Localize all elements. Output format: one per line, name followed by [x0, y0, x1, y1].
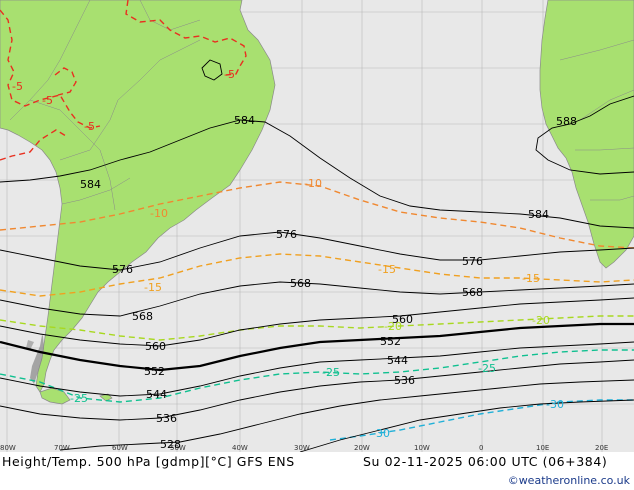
- height-contour-568: [0, 281, 634, 317]
- height-label: 584: [80, 178, 101, 191]
- temp-contour-minus10: [0, 181, 634, 249]
- andes-relief: [26, 330, 44, 384]
- temperature-labels: -5 -5 -5 -5 -10 -10 -15 -15 -15 -20 -20 …: [12, 68, 564, 440]
- height-contour-584-west: [0, 119, 634, 229]
- lon-tick: 50W: [170, 444, 186, 452]
- south-america-landmass: [0, 0, 276, 393]
- lon-tick: 10E: [536, 444, 549, 452]
- height-contour-536: [0, 359, 634, 421]
- temp-label: -25: [70, 392, 88, 405]
- height-label: 552: [144, 365, 165, 378]
- temp-label: -5: [84, 120, 95, 133]
- temp-contour-minus25: [0, 349, 634, 403]
- height-label: 584: [528, 208, 549, 221]
- height-label: 584: [234, 114, 255, 127]
- temp-label: -20: [384, 320, 402, 333]
- height-contour-576: [0, 231, 634, 271]
- temp-label: -30: [372, 427, 390, 440]
- height-contour-584-closed: [201, 59, 223, 81]
- valid-time: Su 02-11-2025 06:00 UTC (06+384): [363, 454, 608, 469]
- temp-label: -30: [546, 398, 564, 411]
- tierra-del-fuego: [39, 387, 71, 405]
- height-label: 536: [156, 412, 177, 425]
- temp-contour-minus15: [0, 253, 634, 297]
- lon-tick: 30W: [294, 444, 310, 452]
- temp-contour-minus5-c: [125, 0, 247, 76]
- height-label: 560: [145, 340, 166, 353]
- height-label: 536: [394, 374, 415, 387]
- temp-label: -25: [322, 366, 340, 379]
- country-borders: [9, 0, 634, 211]
- height-contour-520: [299, 399, 634, 452]
- lon-tick: 10W: [414, 444, 430, 452]
- height-label: 576: [462, 255, 483, 268]
- temp-label: -10: [304, 177, 322, 190]
- temp-contour-minus5: [0, 9, 101, 129]
- temp-label: -5: [12, 80, 23, 93]
- height-label: 552: [380, 335, 401, 348]
- lon-tick: 20W: [354, 444, 370, 452]
- temp-contour-minus20: [0, 315, 634, 341]
- geopotential-temperature-map: 80W 70W 60W 50W 40W 30W 20W 10W 0 10E 20…: [0, 0, 634, 452]
- land-areas: [0, 0, 634, 405]
- temp-label: -5: [224, 68, 235, 81]
- temp-contour-minus5-b: [54, 67, 77, 96]
- lon-tick: 80W: [0, 444, 16, 452]
- temp-label: -20: [532, 314, 550, 327]
- height-contour-560: [0, 297, 634, 347]
- height-contour-528: [59, 379, 634, 451]
- height-label: 544: [387, 354, 408, 367]
- site-credit[interactable]: ©weatheronline.co.uk: [507, 474, 630, 487]
- temp-contour-minus5-d: [0, 129, 67, 161]
- temp-label: -25: [478, 362, 496, 375]
- height-labels: 584 584 588 584 576 576 576 568 568 568 …: [80, 114, 577, 451]
- lon-tick: 0: [479, 444, 483, 452]
- lon-tick: 20E: [595, 444, 608, 452]
- height-label: 576: [276, 228, 297, 241]
- height-contour-552: [0, 322, 634, 372]
- temp-label: -15: [144, 281, 162, 294]
- height-contours: [0, 59, 634, 452]
- height-label: 528: [160, 438, 181, 451]
- temperature-contours: [0, 0, 634, 441]
- temp-label: -10: [150, 207, 168, 220]
- africa-landmass: [539, 0, 634, 269]
- temp-label: -15: [522, 272, 540, 285]
- lon-tick: 70W: [54, 444, 70, 452]
- height-label: 560: [392, 313, 413, 326]
- height-label: 568: [462, 286, 483, 299]
- height-label: 576: [112, 263, 133, 276]
- height-label: 588: [556, 115, 577, 128]
- height-contour-588: [535, 95, 634, 175]
- temp-label: -15: [378, 263, 396, 276]
- temp-contour-minus30: [329, 399, 634, 441]
- lon-tick: 40W: [232, 444, 248, 452]
- map-footer: Height/Temp. 500 hPa [gdmp][°C] GFS ENS …: [0, 452, 634, 490]
- height-contour-544: [0, 341, 634, 397]
- height-label: 568: [290, 277, 311, 290]
- temp-label: -5: [42, 94, 53, 107]
- longitude-ticks: 80W 70W 60W 50W 40W 30W 20W 10W 0 10E 20…: [0, 444, 608, 452]
- height-label: 568: [132, 310, 153, 323]
- lon-tick: 60W: [112, 444, 128, 452]
- map-title: Height/Temp. 500 hPa [gdmp][°C] GFS ENS: [2, 454, 295, 469]
- height-label: 544: [146, 388, 167, 401]
